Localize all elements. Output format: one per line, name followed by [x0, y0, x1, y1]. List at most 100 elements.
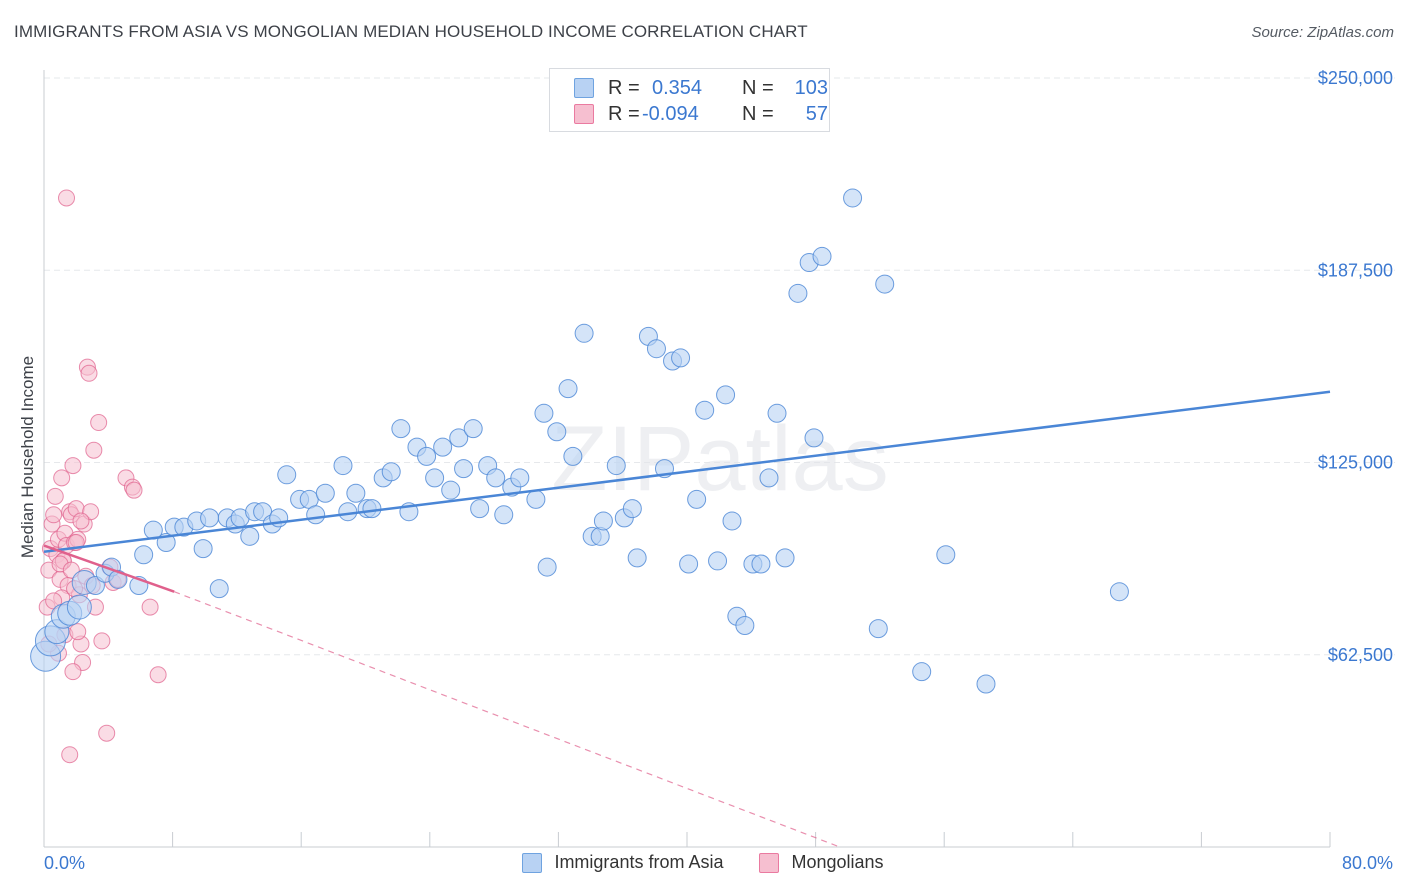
data-point-asia — [722, 511, 742, 531]
y-tick-label: $125,000 — [1318, 453, 1393, 473]
data-point-asia — [606, 456, 626, 476]
legend-swatch-mongolians — [574, 104, 594, 124]
data-point-mongolians — [85, 441, 103, 459]
data-point-asia — [108, 569, 128, 589]
trend-line-mongolians — [43, 544, 175, 593]
legend-swatch-asia — [574, 78, 594, 98]
y-tick-label: $187,500 — [1318, 260, 1393, 280]
data-point-asia — [558, 379, 578, 399]
data-point-mongolians — [149, 666, 167, 684]
legend-r-value: -0.094 — [642, 102, 699, 125]
x-tick-label-min: 0.0% — [44, 853, 85, 873]
data-point-asia — [936, 545, 956, 565]
data-point-asia — [494, 505, 514, 525]
bottom-legend: Immigrants from Asia Mongolians — [0, 852, 1406, 873]
data-point-mongolians — [61, 746, 79, 764]
trend-lines — [43, 390, 1331, 848]
data-point-mongolians — [46, 487, 64, 505]
data-point-asia — [759, 468, 779, 488]
asia-points — [30, 188, 1129, 694]
data-point-mongolians — [53, 469, 71, 487]
data-point-asia — [193, 539, 213, 559]
x-tick-label-max: 80.0% — [1342, 853, 1393, 873]
data-point-asia — [381, 462, 401, 482]
data-point-asia — [812, 246, 832, 266]
data-point-asia — [486, 468, 506, 488]
y-tick-label: $62,500 — [1328, 645, 1393, 665]
bottom-legend-mongolians: Mongolians — [759, 852, 884, 873]
data-point-mongolians — [69, 623, 87, 641]
data-point-asia — [804, 428, 824, 448]
data-point-mongolians — [72, 512, 90, 530]
data-point-asia — [679, 554, 699, 574]
source-label: Source: ZipAtlas.com — [1251, 24, 1394, 41]
data-point-asia — [775, 548, 795, 568]
data-point-asia — [534, 403, 554, 423]
data-point-asia — [277, 465, 297, 485]
data-point-mongolians — [58, 189, 76, 207]
data-point-asia — [868, 619, 888, 639]
legend-row-mongolians: R = -0.094 N = 57 — [550, 101, 828, 127]
data-point-asia — [622, 499, 642, 519]
bottom-legend-label-asia: Immigrants from Asia — [554, 852, 724, 872]
data-point-asia — [590, 526, 610, 546]
legend-n-label: N = — [742, 76, 774, 99]
data-point-asia — [716, 385, 736, 405]
legend-n-value: 57 — [805, 102, 828, 125]
data-point-asia — [333, 456, 353, 476]
data-point-mongolians — [141, 598, 159, 616]
data-point-asia — [912, 662, 932, 682]
data-point-asia — [346, 483, 366, 503]
data-point-asia — [695, 400, 715, 420]
data-point-mongolians — [125, 481, 143, 499]
data-point-asia — [875, 274, 895, 294]
data-point-asia — [134, 545, 154, 565]
data-point-asia — [449, 428, 469, 448]
data-point-asia — [593, 511, 613, 531]
data-point-asia — [976, 674, 996, 694]
data-point-asia — [767, 403, 787, 423]
data-point-asia — [441, 480, 461, 500]
data-point-asia — [200, 508, 220, 528]
data-point-asia — [362, 499, 382, 519]
data-point-mongolians — [64, 663, 82, 681]
data-point-asia — [788, 283, 808, 303]
trend-line-mongolians-extended — [173, 591, 840, 848]
data-point-asia — [526, 489, 546, 509]
data-point-asia — [563, 446, 583, 466]
data-point-asia — [646, 339, 666, 359]
data-point-mongolians — [80, 364, 98, 382]
data-point-mongolians — [45, 506, 63, 524]
mongolians-points — [38, 189, 167, 764]
data-point-asia — [463, 419, 483, 439]
data-point-asia — [425, 468, 445, 488]
data-point-asia — [1109, 582, 1129, 602]
data-point-asia — [574, 323, 594, 343]
data-point-asia — [735, 616, 755, 636]
data-point-asia — [338, 502, 358, 522]
data-point-asia — [687, 489, 707, 509]
data-point-asia — [454, 459, 474, 479]
legend-r-value: 0.354 — [652, 76, 703, 99]
data-point-mongolians — [64, 457, 82, 475]
y-tick-label: $250,000 — [1318, 68, 1393, 88]
data-point-asia — [843, 188, 863, 208]
watermark: ZIPatlas — [551, 408, 888, 510]
data-point-mongolians — [98, 724, 116, 742]
data-point-asia — [751, 554, 771, 574]
data-point-asia — [306, 505, 326, 525]
tick-labels: $62,500 $125,000 $187,500 $250,000 0.0% 80.0% — [44, 68, 1393, 873]
legend-r-label: R = — [608, 102, 640, 125]
data-point-asia — [671, 348, 691, 368]
data-point-asia — [433, 437, 453, 457]
data-point-asia — [315, 483, 335, 503]
bottom-legend-label-mongolians: Mongolians — [791, 852, 884, 872]
data-point-asia — [510, 468, 530, 488]
data-point-asia — [417, 446, 437, 466]
legend-row-asia: R = 0.354 N = 103 — [550, 75, 828, 101]
data-point-asia — [66, 594, 92, 620]
data-point-mongolians — [90, 414, 108, 432]
axes — [43, 70, 1331, 848]
data-point-asia — [240, 526, 260, 546]
